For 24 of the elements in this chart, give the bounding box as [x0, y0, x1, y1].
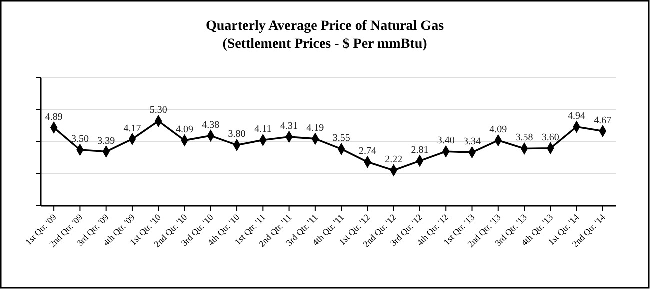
data-label: 3.39 — [98, 136, 116, 147]
data-label: 3.55 — [332, 133, 350, 144]
data-label: 4.89 — [45, 112, 63, 123]
data-label: 2.74 — [358, 146, 376, 158]
data-label: 4.09 — [490, 124, 508, 136]
data-label: 4.19 — [306, 122, 324, 134]
data-label: 4.09 — [176, 124, 194, 136]
data-label: 4.67 — [594, 115, 612, 126]
data-label: 4.31 — [280, 121, 298, 132]
data-label: 3.60 — [542, 132, 560, 144]
data-label: 4.94 — [568, 110, 586, 122]
chart-title: Quarterly Average Price of Natural Gas — [206, 19, 445, 34]
data-label: 4.38 — [202, 120, 220, 131]
chart-subtitle: (Settlement Prices - $ Per mmBtu) — [222, 37, 428, 52]
data-label: 5.30 — [150, 105, 168, 116]
data-label: 2.81 — [411, 145, 429, 156]
data-label: 4.11 — [254, 124, 272, 136]
data-label: 3.58 — [516, 132, 534, 144]
data-label: 3.34 — [464, 136, 481, 148]
data-label: 4.17 — [124, 123, 142, 134]
data-label: 3.50 — [71, 134, 89, 145]
data-label: 3.40 — [437, 136, 455, 147]
data-label: 3.80 — [228, 129, 246, 140]
data-label: 2.22 — [385, 154, 403, 166]
